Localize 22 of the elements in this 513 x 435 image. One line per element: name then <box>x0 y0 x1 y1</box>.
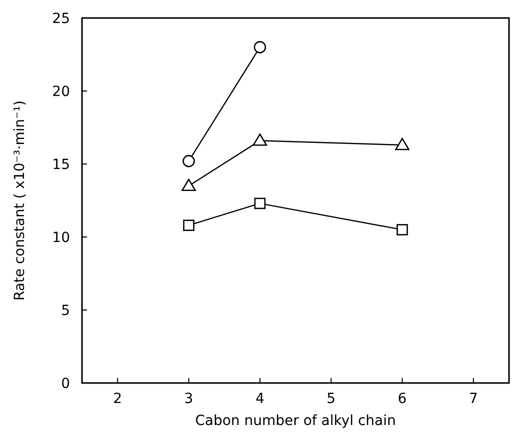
point <box>252 133 268 146</box>
y-tick-label: 25 <box>52 10 70 27</box>
x-tick-label: 6 <box>398 391 407 407</box>
y-tick-label: 15 <box>52 156 70 173</box>
point <box>182 178 196 192</box>
x-tick-label: 3 <box>184 391 194 407</box>
y-tick-label: 20 <box>52 84 70 100</box>
x-tick-label: 5 <box>326 391 336 407</box>
point <box>182 154 195 168</box>
point <box>254 198 266 210</box>
y-axis-title: Rate constant ( x10⁻³·min⁻¹) <box>12 100 28 301</box>
point <box>254 41 266 54</box>
x-tick-label: 7 <box>468 391 478 407</box>
y-tick-label: 0 <box>61 376 70 392</box>
y-tick-label: 5 <box>61 302 70 319</box>
point <box>395 138 410 150</box>
x-axis-title: Cabon number of alkyl chain <box>195 413 396 429</box>
x-tick-label: 2 <box>113 391 122 407</box>
point <box>396 224 408 236</box>
y-tick-label: 10 <box>52 230 70 246</box>
x-tick-label: 4 <box>255 391 264 407</box>
point <box>183 220 194 231</box>
